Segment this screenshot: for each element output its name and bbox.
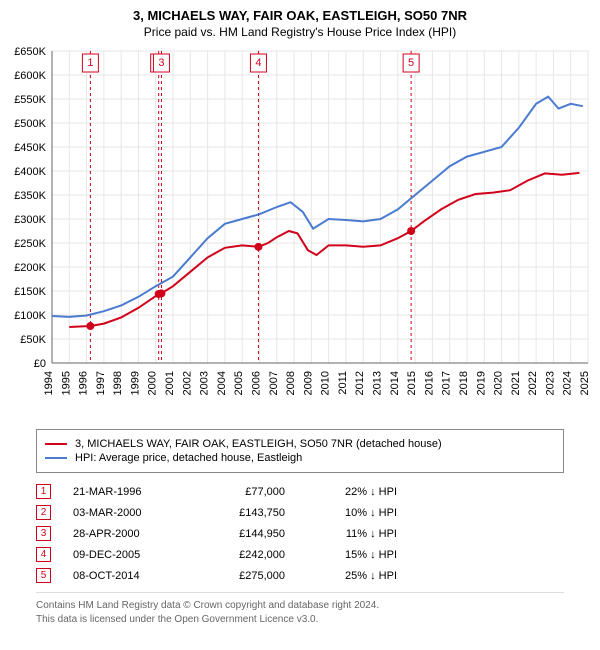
title-subtitle: Price paid vs. HM Land Registry's House …: [10, 25, 590, 39]
svg-text:2012: 2012: [354, 371, 366, 395]
svg-text:2015: 2015: [406, 371, 418, 395]
svg-text:£0: £0: [34, 358, 46, 370]
title-block: 3, MICHAELS WAY, FAIR OAK, EASTLEIGH, SO…: [0, 0, 600, 43]
event-table: 1 21-MAR-1996 £77,000 22% ↓ HPI 2 03-MAR…: [36, 481, 564, 586]
svg-text:£450K: £450K: [14, 142, 46, 154]
svg-text:2023: 2023: [544, 371, 556, 395]
legend: 3, MICHAELS WAY, FAIR OAK, EASTLEIGH, SO…: [36, 429, 564, 473]
svg-text:1: 1: [87, 57, 93, 69]
svg-text:2000: 2000: [147, 371, 159, 395]
svg-text:1994: 1994: [43, 371, 55, 395]
svg-text:£300K: £300K: [14, 214, 46, 226]
svg-text:£600K: £600K: [14, 70, 46, 82]
event-price: £144,950: [205, 528, 285, 540]
svg-text:2021: 2021: [510, 371, 522, 395]
svg-text:1997: 1997: [95, 371, 107, 395]
event-number: 5: [36, 568, 51, 583]
legend-label: HPI: Average price, detached house, East…: [75, 452, 302, 464]
svg-text:£400K: £400K: [14, 166, 46, 178]
footer-line: This data is licensed under the Open Gov…: [36, 613, 564, 627]
event-delta: 22% ↓ HPI: [307, 486, 397, 498]
svg-text:2016: 2016: [423, 371, 435, 395]
svg-text:£350K: £350K: [14, 190, 46, 202]
svg-text:1995: 1995: [60, 371, 72, 395]
svg-text:2013: 2013: [372, 371, 384, 395]
svg-text:2008: 2008: [285, 371, 297, 395]
svg-text:£500K: £500K: [14, 118, 46, 130]
event-price: £77,000: [205, 486, 285, 498]
event-date: 21-MAR-1996: [73, 486, 183, 498]
svg-text:£650K: £650K: [14, 46, 46, 58]
svg-text:£250K: £250K: [14, 238, 46, 250]
chart-svg: £0 £50K £100K £150K £200K £250K £300K £350K £400…: [0, 43, 600, 423]
event-price: £275,000: [205, 570, 285, 582]
footer: Contains HM Land Registry data © Crown c…: [36, 592, 564, 626]
svg-text:£200K: £200K: [14, 262, 46, 274]
event-price: £143,750: [205, 507, 285, 519]
svg-text:2019: 2019: [475, 371, 487, 395]
svg-text:£100K: £100K: [14, 310, 46, 322]
event-number: 3: [36, 526, 51, 541]
table-row: 2 03-MAR-2000 £143,750 10% ↓ HPI: [36, 502, 564, 523]
event-number: 1: [36, 484, 51, 499]
svg-text:2025: 2025: [579, 371, 591, 395]
svg-text:1998: 1998: [112, 371, 124, 395]
legend-row: 3, MICHAELS WAY, FAIR OAK, EASTLEIGH, SO…: [45, 438, 555, 450]
legend-label: 3, MICHAELS WAY, FAIR OAK, EASTLEIGH, SO…: [75, 438, 442, 450]
svg-text:4: 4: [255, 57, 261, 69]
event-price: £242,000: [205, 549, 285, 561]
svg-text:2017: 2017: [441, 371, 453, 395]
svg-text:2009: 2009: [302, 371, 314, 395]
event-date: 09-DEC-2005: [73, 549, 183, 561]
event-date: 03-MAR-2000: [73, 507, 183, 519]
event-number: 4: [36, 547, 51, 562]
svg-text:2018: 2018: [458, 371, 470, 395]
legend-swatch: [45, 443, 67, 445]
table-row: 1 21-MAR-1996 £77,000 22% ↓ HPI: [36, 481, 564, 502]
event-date: 28-APR-2000: [73, 528, 183, 540]
footer-line: Contains HM Land Registry data © Crown c…: [36, 599, 564, 613]
page: 3, MICHAELS WAY, FAIR OAK, EASTLEIGH, SO…: [0, 0, 600, 626]
svg-text:1999: 1999: [129, 371, 141, 395]
svg-text:5: 5: [408, 57, 414, 69]
chart: £0 £50K £100K £150K £200K £250K £300K £350K £400…: [0, 43, 600, 423]
svg-text:2014: 2014: [389, 371, 401, 395]
event-delta: 10% ↓ HPI: [307, 507, 397, 519]
event-delta: 15% ↓ HPI: [307, 549, 397, 561]
svg-text:£550K: £550K: [14, 94, 46, 106]
svg-text:2006: 2006: [250, 371, 262, 395]
svg-text:2022: 2022: [527, 371, 539, 395]
svg-text:2002: 2002: [181, 371, 193, 395]
svg-text:2024: 2024: [562, 371, 574, 395]
svg-text:2010: 2010: [320, 371, 332, 395]
svg-text:2020: 2020: [493, 371, 505, 395]
svg-text:2001: 2001: [164, 371, 176, 395]
table-row: 4 09-DEC-2005 £242,000 15% ↓ HPI: [36, 544, 564, 565]
svg-text:2004: 2004: [216, 371, 228, 395]
event-date: 08-OCT-2014: [73, 570, 183, 582]
svg-text:2005: 2005: [233, 371, 245, 395]
svg-text:£50K: £50K: [20, 334, 46, 346]
event-delta: 11% ↓ HPI: [307, 528, 397, 540]
event-number: 2: [36, 505, 51, 520]
event-delta: 25% ↓ HPI: [307, 570, 397, 582]
svg-text:2003: 2003: [199, 371, 211, 395]
svg-text:3: 3: [158, 57, 164, 69]
svg-text:2011: 2011: [337, 371, 349, 395]
svg-text:2007: 2007: [268, 371, 280, 395]
legend-swatch: [45, 457, 67, 459]
legend-row: HPI: Average price, detached house, East…: [45, 452, 555, 464]
table-row: 5 08-OCT-2014 £275,000 25% ↓ HPI: [36, 565, 564, 586]
table-row: 3 28-APR-2000 £144,950 11% ↓ HPI: [36, 523, 564, 544]
title-address: 3, MICHAELS WAY, FAIR OAK, EASTLEIGH, SO…: [10, 8, 590, 23]
svg-text:£150K: £150K: [14, 286, 46, 298]
svg-text:1996: 1996: [78, 371, 90, 395]
